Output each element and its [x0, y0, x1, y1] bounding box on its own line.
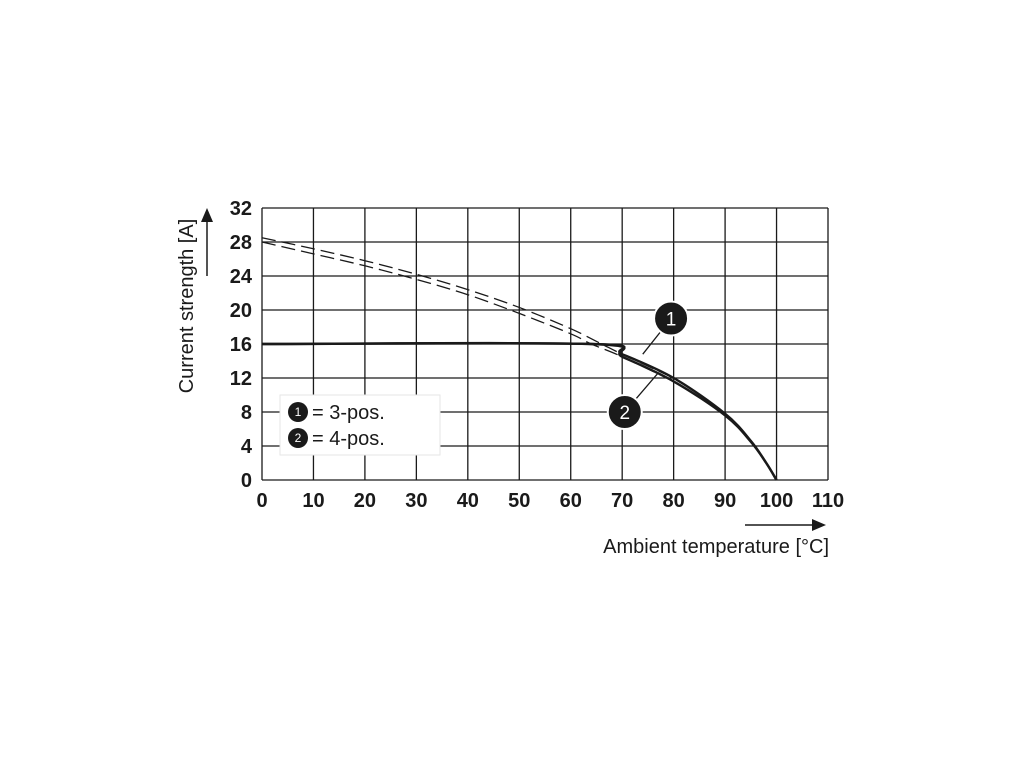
legend: 1 = 3-pos. 2 = 4-pos. [279, 394, 441, 456]
legend-marker [288, 428, 309, 448]
legend-marker-label: 1 [295, 405, 302, 419]
y-axis-arrow-head [201, 208, 213, 222]
x-axis-title: Ambient temperature [°C] [603, 519, 829, 558]
curves [261, 237, 778, 481]
marker-circle [606, 394, 643, 430]
curve-markers: 12 [606, 300, 690, 430]
y-tick-label: 0 [241, 470, 252, 492]
x-axis-ticks: 0 10 20 30 40 50 60 70 80 90 100 110 [256, 490, 844, 512]
y-tick-label: 32 [230, 198, 252, 220]
y-axis-label: Current strength [A] [176, 219, 198, 394]
y-tick-label: 12 [230, 368, 252, 390]
x-tick-label: 10 [302, 490, 324, 512]
x-tick-label: 90 [714, 490, 736, 512]
x-axis-label: Ambient temperature [°C] [603, 536, 829, 558]
x-tick-label: 60 [560, 490, 582, 512]
x-axis-arrow-head [812, 519, 826, 531]
y-tick-label: 28 [230, 232, 252, 254]
x-tick-label: 80 [663, 490, 685, 512]
y-axis-ticks: 0 4 8 12 16 20 24 28 32 [230, 198, 253, 492]
marker-label: 1 [666, 310, 677, 331]
legend-marker-label: 2 [295, 431, 302, 445]
dashed-curve-1-derating-reference [261, 237, 674, 379]
x-tick-label: 110 [812, 490, 844, 512]
legend-entry-text: = 3-pos. [312, 402, 385, 424]
x-tick-label: 0 [256, 490, 267, 512]
x-tick-label: 50 [508, 490, 530, 512]
grid-lines [261, 207, 829, 481]
x-tick-label: 40 [457, 490, 479, 512]
marker-label: 2 [619, 403, 630, 424]
y-tick-label: 4 [241, 436, 253, 458]
legend-box [279, 394, 441, 456]
x-tick-label: 20 [354, 490, 376, 512]
x-tick-label: 70 [611, 490, 633, 512]
y-tick-label: 8 [241, 402, 252, 424]
legend-marker [288, 402, 309, 422]
marker-circle [653, 300, 690, 337]
x-tick-label: 100 [760, 490, 793, 512]
y-tick-label: 16 [230, 334, 252, 356]
y-tick-label: 20 [230, 300, 252, 322]
dashed-curve-2-derating-reference [261, 241, 674, 382]
x-tick-label: 30 [405, 490, 427, 512]
legend-entry-text: = 4-pos. [312, 428, 385, 450]
y-tick-label: 24 [230, 266, 253, 288]
y-axis-title: Current strength [A] [176, 208, 213, 393]
